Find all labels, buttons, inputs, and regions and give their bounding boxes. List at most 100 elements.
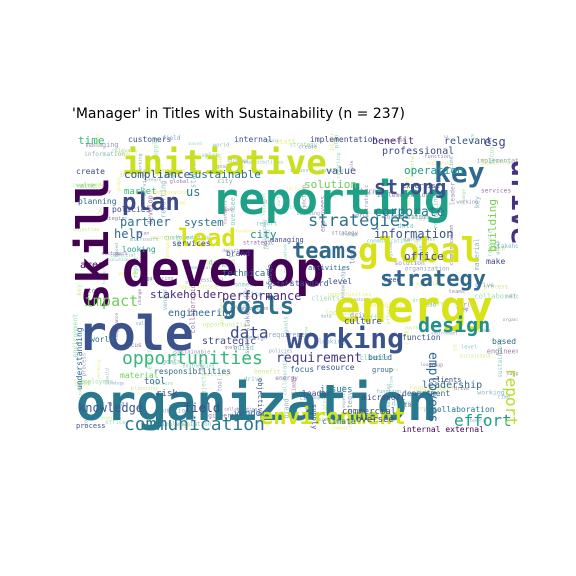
texture-word: commercial [110,253,136,259]
word-organization: organization [76,374,437,432]
texture-word: based [114,243,120,257]
word-information: information [374,227,453,241]
word-plan: plan [122,188,180,216]
word-vendor: vendor [234,409,267,419]
texture-word: value [76,182,96,190]
texture-word: environment [146,325,154,370]
texture-word: design [245,335,268,342]
texture-word: clients [360,354,390,362]
texture-word: customers [164,235,197,242]
texture-word: looking [318,339,345,346]
texture-word: relevant [112,148,137,154]
word-strategies: strategies [308,211,410,231]
texture-word: microsoft [319,417,343,423]
texture-word: collaboration [283,353,289,395]
texture-word: solution [433,264,439,286]
texture-word: building [185,235,210,241]
texture-word: drive [209,259,229,267]
word-corporate: corporate [374,205,445,220]
texture-word: data [398,222,414,230]
texture-word: change [137,288,143,305]
texture-word: material [416,282,442,288]
texture-word: key [144,277,153,283]
texture-word: clients [241,409,258,414]
texture-word: area [108,400,124,408]
texture-word: sustainable [498,339,504,378]
texture-word: key [459,307,468,313]
word-esg: esg [484,135,506,149]
texture-word: strategy [265,229,271,250]
texture-word: office [238,291,262,299]
texture-word: leader [420,362,436,368]
texture-word: supply chain [506,371,518,377]
texture-word: communication [449,225,455,266]
texture-word: material [354,297,374,302]
texture-word: implementation [95,134,101,147]
texture-word: microsoft [406,176,412,206]
texture-word: engineering [262,220,268,249]
texture-word: goals [225,344,238,349]
word-expertise: expertise [402,182,440,190]
word-focus: focus [290,365,314,374]
texture-word: services [386,383,392,407]
texture-word: staff [400,402,419,409]
texture-word: customers [101,251,128,257]
texture-word: key [165,172,176,179]
texture-word: data [176,236,182,248]
word-goals: goals [222,292,294,320]
texture-word: implementation [377,192,429,199]
texture-word: strategy [394,213,427,221]
texture-word: implementation [477,157,518,165]
word-value: value [326,166,356,177]
word-internal: internal [234,135,273,144]
word-communication: communication [124,414,265,432]
texture-word: brand [148,344,161,349]
texture-word: performance [227,228,257,234]
texture-word: process [81,353,87,377]
texture-word: reporting [336,152,342,178]
texture-word: world [457,302,474,308]
texture-word: value [118,270,137,277]
texture-word: drive [468,329,485,335]
texture-word: time [480,328,491,333]
texture-word: engineering [487,348,518,356]
texture-word: build [234,344,254,352]
texture-word: system [388,242,394,259]
word-energy: energy [334,282,493,333]
texture-word: build [105,368,110,381]
texture-word: leader [102,267,108,284]
texture-word: focus [124,342,142,349]
texture-word: benefit [470,418,487,423]
word-issues: issues [320,385,353,395]
word-office: office [404,250,444,263]
texture-word: compliance [114,313,120,340]
texture-word: energy [101,416,121,422]
texture-word: requirement [268,331,313,339]
texture-word: oversee [229,197,237,226]
texture-word: climate [170,424,193,430]
word-city: city [250,228,277,241]
word-staff: staff [272,280,293,288]
word-leader: leader [302,389,331,398]
texture-word: value [136,321,151,327]
texture-word: effort [145,178,162,184]
word-performance: performance [222,289,301,303]
word-working: working [286,322,404,355]
word-design: design [418,313,490,337]
texture-word: working [79,183,106,190]
texture-word: goals [204,154,221,160]
texture-word: environment [72,314,80,358]
texture-word: effort [386,306,392,325]
texture-word: planning [328,134,336,151]
texture-word: solution [395,260,426,267]
word-us: us [186,185,200,199]
word-compliance: compliance [124,168,190,181]
texture-word: role [349,160,355,171]
word-make: make [486,257,505,266]
texture-word: professional [189,277,224,283]
texture-word: develop [146,195,154,225]
texture-word: working [415,406,437,412]
texture-word: oversee [360,189,387,197]
word-function: function [402,333,441,342]
texture-word: value [201,152,219,159]
